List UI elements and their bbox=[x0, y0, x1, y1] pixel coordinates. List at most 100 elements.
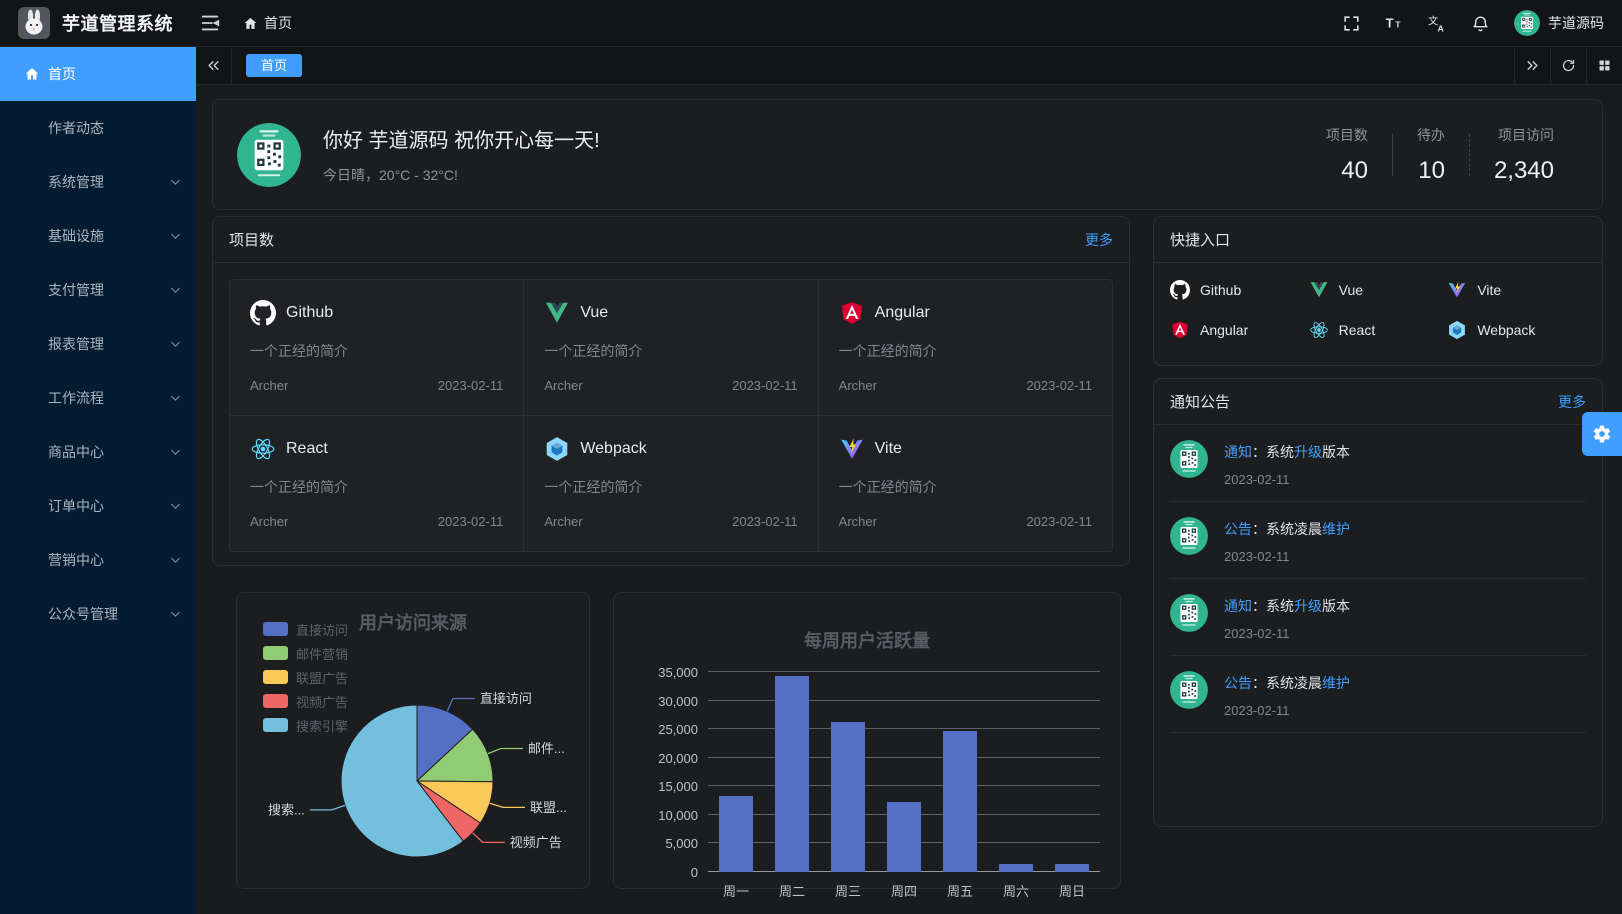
quick-entry-item[interactable]: Vite bbox=[1447, 275, 1586, 305]
github-icon bbox=[1170, 280, 1190, 300]
legend-label: 搜索引擎 bbox=[296, 718, 349, 734]
sidebar-item[interactable]: 基础设施 bbox=[0, 209, 196, 263]
chevron-down-icon bbox=[169, 608, 182, 621]
sidebar-item[interactable]: 首页 bbox=[0, 47, 196, 101]
greeting-text: 你好 芋道源码 祝你开心每一天! bbox=[323, 130, 600, 152]
project-card[interactable]: Vue 一个正经的简介 Archer 2023-02-11 bbox=[524, 280, 818, 415]
y-axis-label: 10,000 bbox=[658, 807, 698, 823]
vite-icon bbox=[1447, 280, 1467, 300]
tabs-refresh-icon[interactable] bbox=[1550, 47, 1586, 84]
vite-icon bbox=[839, 436, 865, 462]
sidebar-item[interactable]: 系统管理 bbox=[0, 155, 196, 209]
project-card[interactable]: Webpack 一个正经的简介 Archer 2023-02-11 bbox=[524, 416, 818, 551]
projects-more-link[interactable]: 更多 bbox=[1085, 231, 1113, 248]
gridline bbox=[708, 699, 1100, 701]
bar-chart-card: 每周用户活跃量 0 5,000 10,000 15,000 20,000 25,000 30… bbox=[613, 592, 1121, 899]
gear-icon bbox=[1593, 425, 1611, 443]
legend-swatch bbox=[263, 622, 288, 636]
project-card[interactable]: React 一个正经的简介 Archer 2023-02-11 bbox=[230, 416, 524, 551]
fullscreen-icon[interactable] bbox=[1342, 14, 1361, 33]
notice-more-link[interactable]: 更多 bbox=[1558, 393, 1586, 410]
notice-qr-avatar bbox=[1170, 594, 1208, 632]
svg-text:A: A bbox=[1438, 23, 1445, 33]
project-card[interactable]: Angular 一个正经的简介 Archer 2023-02-11 bbox=[818, 280, 1112, 415]
svg-text:T: T bbox=[1395, 19, 1401, 29]
bar-plot-area bbox=[708, 671, 1100, 872]
bar[interactable] bbox=[775, 676, 809, 872]
bar[interactable] bbox=[1055, 864, 1089, 872]
chevron-down-icon bbox=[169, 500, 182, 513]
welcome-stat: 项目数 40 bbox=[1302, 125, 1392, 185]
tabs-scroll-left-icon[interactable] bbox=[196, 47, 232, 84]
bar[interactable] bbox=[887, 801, 921, 872]
project-name: Vite bbox=[874, 440, 902, 457]
stat-divider bbox=[1391, 133, 1393, 176]
legend-label: 邮件营销 bbox=[296, 646, 349, 662]
x-axis-label: 周三 bbox=[834, 884, 861, 899]
user-menu[interactable]: 芋道源码 bbox=[1514, 10, 1604, 36]
bar[interactable] bbox=[943, 731, 977, 872]
legend-swatch bbox=[263, 670, 288, 684]
notice-panel-title: 通知公告 bbox=[1170, 394, 1231, 411]
sidebar-item[interactable]: 商品中心 bbox=[0, 425, 196, 479]
notice-title: 公告：系统凌晨维护 bbox=[1224, 675, 1350, 691]
angular-icon bbox=[1170, 320, 1190, 340]
legend-item[interactable]: 视频广告 bbox=[263, 689, 348, 713]
legend-item[interactable]: 搜索引擎 bbox=[263, 713, 348, 737]
project-card[interactable]: Vite 一个正经的简介 Archer 2023-02-11 bbox=[818, 416, 1112, 551]
sidebar-item[interactable]: 营销中心 bbox=[0, 533, 196, 587]
bar[interactable] bbox=[999, 864, 1033, 872]
breadcrumb[interactable]: 首页 bbox=[243, 13, 292, 33]
sidebar-item[interactable]: 订单中心 bbox=[0, 479, 196, 533]
legend-swatch bbox=[263, 718, 288, 732]
pie-chart[interactable]: 直接访问邮件...联盟...视频广告搜索... bbox=[237, 593, 589, 888]
notice-item[interactable]: 通知：系统升级版本 2023-02-11 bbox=[1170, 579, 1586, 656]
notice-title: 通知：系统升级版本 bbox=[1224, 444, 1350, 460]
legend-item[interactable]: 直接访问 bbox=[263, 617, 348, 641]
settings-gear-button[interactable] bbox=[1582, 412, 1622, 456]
legend-item[interactable]: 邮件营销 bbox=[263, 641, 348, 665]
project-name: Angular bbox=[874, 304, 930, 321]
notice-item[interactable]: 公告：系统凌晨维护 2023-02-11 bbox=[1170, 656, 1586, 733]
bar[interactable] bbox=[831, 721, 865, 872]
project-description: 一个正经的简介 bbox=[838, 343, 937, 359]
quick-entry-item[interactable]: Github bbox=[1170, 275, 1309, 305]
svg-text:视频广告: 视频广告 bbox=[510, 835, 562, 850]
sidebar-item[interactable]: 作者动态 bbox=[0, 101, 196, 155]
sidebar-item[interactable]: 支付管理 bbox=[0, 263, 196, 317]
gridline bbox=[708, 785, 1100, 787]
svg-text:T: T bbox=[1386, 16, 1394, 30]
main-content: 你好 芋道源码 祝你开心每一天! 今日晴，20°C - 32°C! 项目数 40… bbox=[196, 85, 1622, 914]
quick-entry-item[interactable]: Vue bbox=[1309, 275, 1448, 305]
notice-item[interactable]: 通知：系统升级版本 2023-02-11 bbox=[1170, 425, 1586, 502]
tab-home[interactable]: 首页 bbox=[246, 54, 303, 77]
project-author: Archer bbox=[250, 378, 289, 393]
app-logo[interactable] bbox=[18, 7, 50, 39]
bell-icon[interactable] bbox=[1471, 14, 1490, 33]
tabs-scroll-right-icon[interactable] bbox=[1514, 47, 1550, 84]
sidebar-item[interactable]: 报表管理 bbox=[0, 317, 196, 371]
legend-item[interactable]: 联盟广告 bbox=[263, 665, 348, 689]
project-card[interactable]: Github 一个正经的简介 Archer 2023-02-11 bbox=[230, 280, 524, 415]
sidebar-item[interactable]: 公众号管理 bbox=[0, 587, 196, 641]
menu-fold-icon[interactable] bbox=[199, 12, 221, 34]
notice-item[interactable]: 公告：系统凌晨维护 2023-02-11 bbox=[1170, 502, 1586, 579]
angular-icon bbox=[839, 300, 865, 326]
quick-entry-item[interactable]: Webpack bbox=[1447, 315, 1586, 345]
quick-entry-label: Github bbox=[1200, 282, 1242, 298]
quick-entry-item[interactable]: React bbox=[1309, 315, 1448, 345]
sidebar-item[interactable]: 工作流程 bbox=[0, 371, 196, 425]
weather-text: 今日晴，20°C - 32°C! bbox=[323, 167, 458, 183]
y-axis-label: 20,000 bbox=[658, 750, 698, 766]
svg-text:联盟...: 联盟... bbox=[530, 800, 567, 815]
x-axis-label: 周五 bbox=[946, 884, 973, 899]
project-author: Archer bbox=[250, 514, 289, 529]
quick-entry-item[interactable]: Angular bbox=[1170, 315, 1309, 345]
svg-text:搜索...: 搜索... bbox=[268, 802, 305, 817]
tabs-menu-icon[interactable] bbox=[1586, 47, 1622, 84]
project-description: 一个正经的简介 bbox=[544, 479, 643, 495]
bar[interactable] bbox=[719, 796, 753, 872]
